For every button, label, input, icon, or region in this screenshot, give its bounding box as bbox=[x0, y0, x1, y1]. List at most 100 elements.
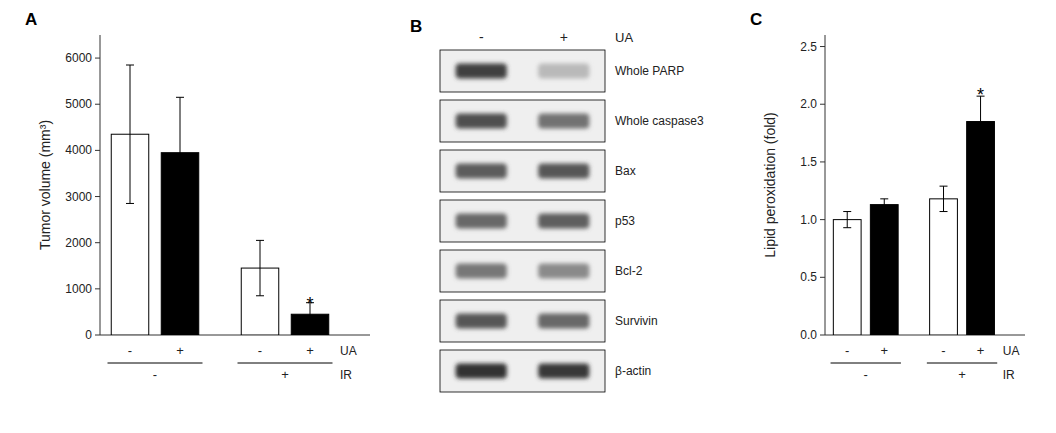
y-tick-label: 5000 bbox=[65, 97, 92, 111]
blot-band bbox=[538, 363, 589, 378]
y-tick-label: 0.5 bbox=[800, 270, 817, 284]
blot-band bbox=[538, 213, 589, 228]
category-label: - bbox=[845, 343, 849, 358]
category-label: - bbox=[941, 343, 945, 358]
y-tick-label: 0 bbox=[85, 328, 92, 342]
blot-band bbox=[538, 113, 589, 128]
error-cap bbox=[176, 208, 184, 209]
error-bar bbox=[880, 199, 888, 211]
error-line bbox=[847, 212, 848, 228]
figure: 0100020003000400050006000Tumor volume (m… bbox=[0, 0, 1056, 433]
error-line bbox=[130, 65, 131, 203]
y-tick bbox=[95, 150, 100, 151]
error-cap bbox=[940, 186, 948, 187]
blot-band bbox=[456, 163, 507, 178]
y-tick bbox=[820, 161, 825, 162]
y-tick bbox=[95, 242, 100, 243]
blot-band bbox=[456, 113, 507, 128]
group-label: + bbox=[958, 367, 966, 382]
blot-band bbox=[456, 263, 507, 278]
y-tick bbox=[820, 46, 825, 47]
y-tick bbox=[820, 104, 825, 105]
blot-box bbox=[440, 350, 605, 392]
y-tick bbox=[820, 219, 825, 220]
bars bbox=[111, 65, 329, 335]
blot-box bbox=[440, 250, 605, 292]
error-bar bbox=[940, 186, 948, 211]
blot-box bbox=[440, 300, 605, 342]
y-tick bbox=[95, 58, 100, 59]
band-label: Whole PARP bbox=[615, 64, 684, 78]
panel-label: A bbox=[25, 10, 37, 29]
blot-band bbox=[538, 163, 589, 178]
blot-band bbox=[456, 213, 507, 228]
row-label: UA bbox=[1003, 344, 1020, 358]
error-cap bbox=[880, 210, 888, 211]
error-cap bbox=[126, 203, 134, 204]
group-line bbox=[238, 363, 333, 364]
row-label: IR bbox=[1003, 368, 1015, 382]
band-label: Bcl-2 bbox=[615, 264, 643, 278]
y-tick bbox=[95, 288, 100, 289]
y-tick-label: 6000 bbox=[65, 51, 92, 65]
y-axis bbox=[825, 35, 826, 335]
blot-band bbox=[538, 63, 589, 78]
lane-header: + bbox=[560, 29, 568, 45]
bars bbox=[833, 96, 994, 335]
error-line bbox=[260, 240, 261, 295]
error-bar bbox=[176, 97, 184, 208]
blot-box bbox=[440, 200, 605, 242]
blot-band bbox=[538, 313, 589, 328]
bar bbox=[967, 122, 995, 335]
group-line bbox=[108, 363, 203, 364]
error-cap bbox=[176, 97, 184, 98]
error-bar bbox=[843, 212, 851, 228]
y-tick-label: 3000 bbox=[65, 190, 92, 204]
y-tick-label: 2.0 bbox=[800, 97, 817, 111]
error-line bbox=[180, 97, 181, 208]
y-axis-label: Lipid peroxidation (fold) bbox=[762, 112, 778, 258]
y-tick-label: 1.0 bbox=[800, 213, 817, 227]
error-cap bbox=[977, 146, 985, 147]
y-tick-label: 2000 bbox=[65, 236, 92, 250]
blot-band bbox=[538, 263, 589, 278]
y-tick-label: 1000 bbox=[65, 282, 92, 296]
band-label: Survivin bbox=[615, 314, 658, 328]
y-tick bbox=[820, 335, 825, 336]
blot-panel: B-+UAWhole PARPWhole caspase3Baxp53Bcl-2… bbox=[410, 17, 704, 392]
error-cap bbox=[126, 65, 134, 66]
y-tick bbox=[95, 104, 100, 105]
error-line bbox=[884, 199, 885, 211]
panel-label: B bbox=[410, 17, 422, 36]
error-cap bbox=[880, 198, 888, 199]
category-label: + bbox=[176, 343, 184, 358]
y-tick bbox=[820, 277, 825, 278]
lane-header: - bbox=[479, 29, 484, 45]
error-line bbox=[943, 186, 944, 211]
significance-mark: * bbox=[977, 85, 984, 105]
blot-band bbox=[456, 313, 507, 328]
error-cap bbox=[256, 240, 264, 241]
significance-mark: * bbox=[306, 294, 313, 314]
error-cap bbox=[843, 227, 851, 228]
category-label: + bbox=[306, 343, 314, 358]
group-label: - bbox=[864, 367, 868, 382]
bar bbox=[833, 220, 861, 335]
blot-box bbox=[440, 50, 605, 92]
band-label: β-actin bbox=[615, 364, 651, 378]
band-label: p53 bbox=[615, 214, 635, 228]
y-tick-label: 0.0 bbox=[800, 328, 817, 342]
y-axis-label: Tumor volume (mm³) bbox=[37, 120, 53, 250]
error-cap bbox=[256, 295, 264, 296]
blot-box bbox=[440, 100, 605, 142]
y-axis bbox=[100, 35, 101, 335]
error-cap bbox=[306, 325, 314, 326]
bar-panel: 0100020003000400050006000Tumor volume (m… bbox=[25, 10, 370, 382]
group-line bbox=[927, 363, 997, 364]
group-line bbox=[831, 363, 901, 364]
blot-band bbox=[456, 363, 507, 378]
y-tick bbox=[95, 196, 100, 197]
group-label: - bbox=[153, 367, 157, 382]
y-tick-label: 1.5 bbox=[800, 155, 817, 169]
blot-band bbox=[456, 63, 507, 78]
